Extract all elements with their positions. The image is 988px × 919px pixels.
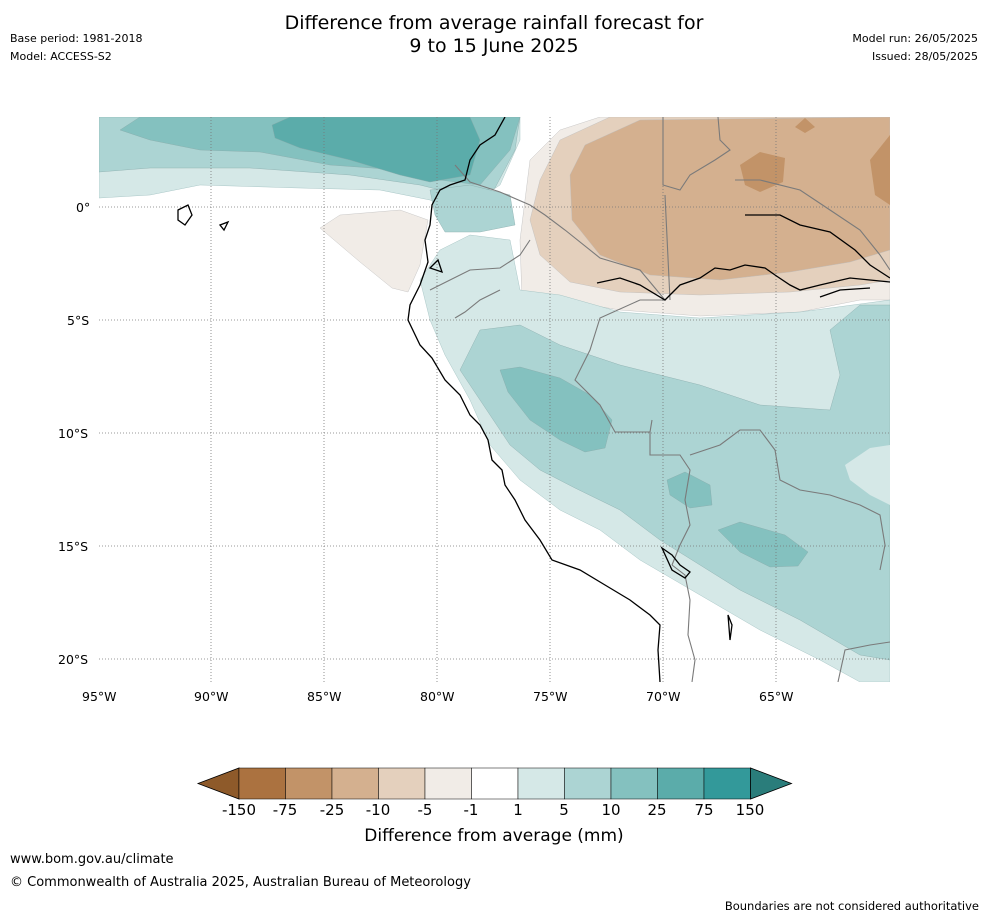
colorbar-swatch <box>610 767 658 800</box>
model-run-text: Model run: 26/05/2025 <box>852 32 978 45</box>
map-fields <box>99 117 890 682</box>
lon-label-65w: 65°W <box>759 689 794 704</box>
cb-tick-label: 1 <box>513 801 523 819</box>
cb-tick-label: -1 <box>463 801 479 819</box>
cb-tick-label: 10 <box>601 801 621 819</box>
colorbar-swatch <box>657 767 705 800</box>
cb-tick-label: 75 <box>694 801 714 819</box>
lat-label-0: 0° <box>76 200 91 215</box>
colorbar-swatch <box>517 767 565 800</box>
cb-tick-label: 5 <box>559 801 569 819</box>
field-coast-10mm <box>429 184 516 233</box>
field-ne-dry-25mm-b <box>870 135 890 205</box>
model-text: Model: ACCESS-S2 <box>10 50 112 63</box>
lon-label-80w: 80°W <box>420 689 455 704</box>
colorbar-swatch <box>564 767 612 800</box>
lat-label-5s: 5°S <box>67 313 90 328</box>
cb-tick-label: -10 <box>365 801 391 819</box>
field-east-1mm-gap <box>845 445 890 505</box>
field-offshore-dry <box>319 209 429 293</box>
lon-label-90w: 90°W <box>194 689 229 704</box>
cb-tick-label: -75 <box>272 801 298 819</box>
field-south-10mm-c <box>717 521 809 568</box>
colorbar-swatch <box>378 767 426 800</box>
colorbar-swatch <box>285 767 333 800</box>
field-south-10mm-a <box>499 366 613 453</box>
cb-tick-label: -150 <box>221 801 257 819</box>
colorbar-swatch <box>424 767 472 800</box>
header-left: Base period: 1981-2018 Model: ACCESS-S2 <box>10 30 142 66</box>
field-south-10mm-b <box>666 471 713 509</box>
field-ne-dry-25mm-c <box>795 118 815 133</box>
country-borders <box>429 117 890 682</box>
gridlines <box>99 117 890 682</box>
lat-label-10s: 10°S <box>58 426 89 441</box>
footer-url[interactable]: www.bom.gov.au/climate <box>10 852 174 867</box>
lon-label-95w: 95°W <box>82 689 117 704</box>
lon-label-70w: 70°W <box>646 689 681 704</box>
cb-tick-label: 25 <box>647 801 667 819</box>
cb-tick-label: -5 <box>417 801 433 819</box>
header-right: Model run: 26/05/2025 Issued: 28/05/2025 <box>852 30 978 66</box>
colorbar-swatch <box>238 767 286 800</box>
colorbar-swatch <box>703 767 751 800</box>
lon-label-85w: 85°W <box>307 689 342 704</box>
footer-copyright: © Commonwealth of Australia 2025, Austra… <box>10 875 471 890</box>
colorbar-swatch <box>471 767 519 800</box>
lat-label-15s: 15°S <box>58 539 89 554</box>
title-line2: 9 to 15 June 2025 <box>409 35 579 57</box>
base-period-text: Base period: 1981-2018 <box>10 32 143 45</box>
colorbar-swatches <box>196 767 793 800</box>
colorbar-title: Difference from average (mm) <box>364 826 624 846</box>
lat-label-20s: 20°S <box>58 652 89 667</box>
cb-tick-label: -25 <box>319 801 345 819</box>
map-title: Difference from average rainfall forecas… <box>0 12 988 58</box>
colorbar-extend-low <box>196 767 240 800</box>
coastlines <box>177 117 890 682</box>
field-ne-dry-10mm <box>569 117 890 281</box>
field-north-75mm <box>271 117 481 183</box>
colorbar-extend-high <box>750 767 793 800</box>
cb-tick-label: 150 <box>735 801 765 819</box>
colorbar-swatch <box>331 767 379 800</box>
footer-disclaimer: Boundaries are not considered authoritat… <box>724 899 979 913</box>
issued-text: Issued: 28/05/2025 <box>871 50 978 63</box>
lon-label-75w: 75°W <box>533 689 568 704</box>
title-line1: Difference from average rainfall forecas… <box>284 12 704 34</box>
field-ne-dry-25mm-a <box>740 152 785 192</box>
